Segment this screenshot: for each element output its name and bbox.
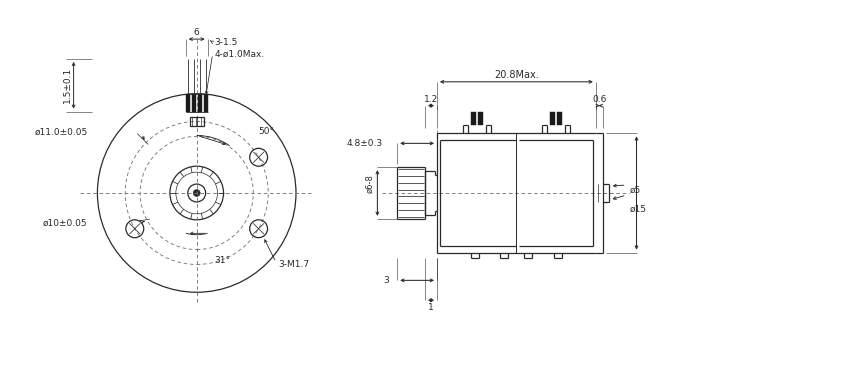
Text: 1.5±0.1: 1.5±0.1 (63, 67, 72, 104)
Text: 1.2: 1.2 (424, 95, 437, 104)
Text: ø11.0±0.05: ø11.0±0.05 (34, 128, 88, 137)
Text: 50°: 50° (258, 127, 274, 136)
Text: ø15: ø15 (629, 204, 646, 213)
Circle shape (193, 189, 200, 196)
Text: 3-1.5: 3-1.5 (214, 38, 238, 47)
Bar (470, 112, 475, 126)
Bar (556, 112, 561, 126)
Text: 3-M1.7: 3-M1.7 (278, 260, 309, 269)
Bar (186, 94, 189, 112)
Text: ø5: ø5 (629, 186, 640, 194)
Bar (192, 117, 196, 127)
Text: 4-ø1.0Max.: 4-ø1.0Max. (214, 50, 264, 59)
Text: 31°: 31° (214, 256, 230, 265)
Bar (477, 112, 482, 126)
Bar (191, 94, 195, 112)
Text: 1: 1 (428, 303, 433, 312)
Text: 0.6: 0.6 (592, 95, 606, 104)
Bar (197, 94, 201, 112)
Text: ø6-8: ø6-8 (364, 174, 374, 192)
Text: 4.8±0.3: 4.8±0.3 (346, 139, 382, 148)
Bar (189, 117, 203, 127)
Text: 20.8Max.: 20.8Max. (493, 70, 538, 80)
Bar (549, 112, 554, 126)
Text: 6: 6 (194, 28, 200, 37)
Text: 3: 3 (383, 276, 389, 285)
Bar (197, 117, 201, 127)
Bar (203, 94, 208, 112)
Text: ø10±0.05: ø10±0.05 (43, 218, 88, 227)
